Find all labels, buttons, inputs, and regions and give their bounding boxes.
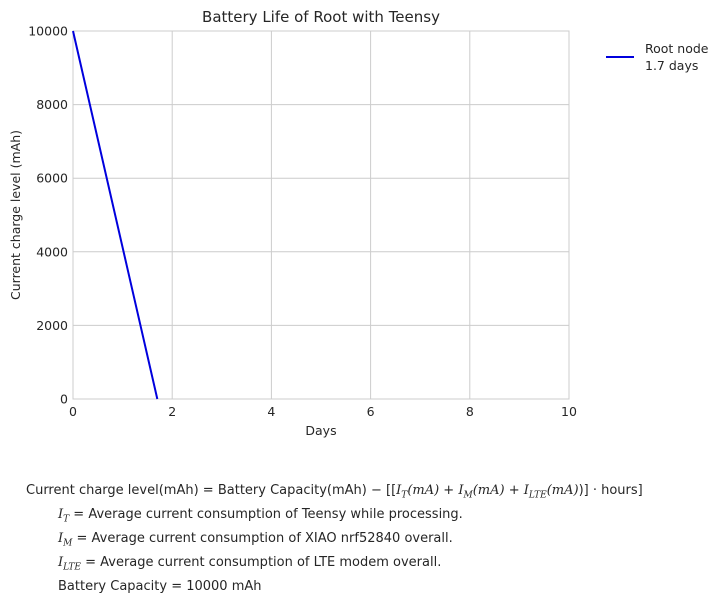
def-ilte-text: = Average current consumption of LTE mod… <box>80 555 442 570</box>
definition-capacity: Battery Capacity = 10000 mAh <box>58 579 262 594</box>
legend-label-line-2: 1.7 days <box>645 58 698 73</box>
y-tick-label: 0 <box>60 392 68 407</box>
def-it-sym: I <box>58 507 64 522</box>
definition-im: IM = Average current consumption of XIAO… <box>58 531 453 549</box>
eq-it-unit: (mA) <box>407 483 440 498</box>
series-group <box>72 30 159 400</box>
eq-ilte: I <box>523 483 529 498</box>
plot-frame <box>72 30 570 400</box>
def-it-sub: T <box>63 514 70 525</box>
eq-plus-2: + <box>504 483 524 498</box>
eq-close: )] · hours] <box>578 483 643 498</box>
battery-life-chart: Battery Life of Root with Teensy 0 2 4 6 8 10… <box>8 8 712 438</box>
y-axis-label: Current charge level (mAh) <box>8 130 23 300</box>
legend: Root node 1.7 days <box>606 41 712 73</box>
x-tick-label: 8 <box>466 404 474 419</box>
x-tick-label: 2 <box>168 404 176 419</box>
eq-it: I <box>396 483 402 498</box>
def-im-sym: I <box>58 531 64 546</box>
x-tick-label: 6 <box>367 404 375 419</box>
x-tick-labels: 0 2 4 6 8 10 <box>69 404 577 419</box>
definition-ilte: ILTE = Average current consumption of LT… <box>58 555 441 573</box>
legend-label-line-1: Root node <box>645 41 709 56</box>
grid-lines <box>72 30 570 400</box>
eq-lhs: Current charge level(mAh) <box>26 483 199 498</box>
eq-capacity: Battery Capacity(mAh) <box>217 483 367 498</box>
y-tick-label: 10000 <box>28 24 68 39</box>
y-tick-label: 2000 <box>36 318 68 333</box>
def-im-sub: M <box>63 538 73 549</box>
eq-im: I <box>458 483 464 498</box>
eq-ilte-unit: (mA) <box>546 483 579 498</box>
x-tick-label: 0 <box>69 404 77 419</box>
x-axis-label: Days <box>305 423 336 438</box>
equation-main: Current charge level(mAh) = Battery Capa… <box>26 483 643 501</box>
y-tick-labels: 0 2000 4000 6000 8000 10000 <box>28 24 68 407</box>
eq-plus-1: + <box>439 483 459 498</box>
y-tick-label: 6000 <box>36 171 68 186</box>
eq-it-sub: T <box>401 490 408 501</box>
def-ilte-sym: I <box>58 555 64 570</box>
eq-im-sub: M <box>463 490 473 501</box>
def-it-text: = Average current consumption of Teensy … <box>69 507 463 522</box>
definition-it: IT = Average current consumption of Teen… <box>58 507 463 525</box>
y-tick-label: 4000 <box>36 244 68 259</box>
series-line-root-node <box>72 30 159 400</box>
eq-equals: = <box>198 483 218 498</box>
capacity-text: Battery Capacity = 10000 mAh <box>58 579 262 594</box>
eq-im-unit: (mA) <box>472 483 505 498</box>
x-tick-label: 10 <box>561 404 577 419</box>
x-tick-label: 4 <box>267 404 275 419</box>
def-im-text: = Average current consumption of XIAO nr… <box>72 531 453 546</box>
eq-ilte-sub: LTE <box>528 490 547 501</box>
legend-label-root-node: Root node 1.7 days <box>645 41 712 73</box>
y-tick-label: 8000 <box>36 97 68 112</box>
def-ilte-sub: LTE <box>63 562 81 573</box>
chart-title: Battery Life of Root with Teensy <box>202 8 440 26</box>
eq-minus: − [[ <box>366 483 397 498</box>
